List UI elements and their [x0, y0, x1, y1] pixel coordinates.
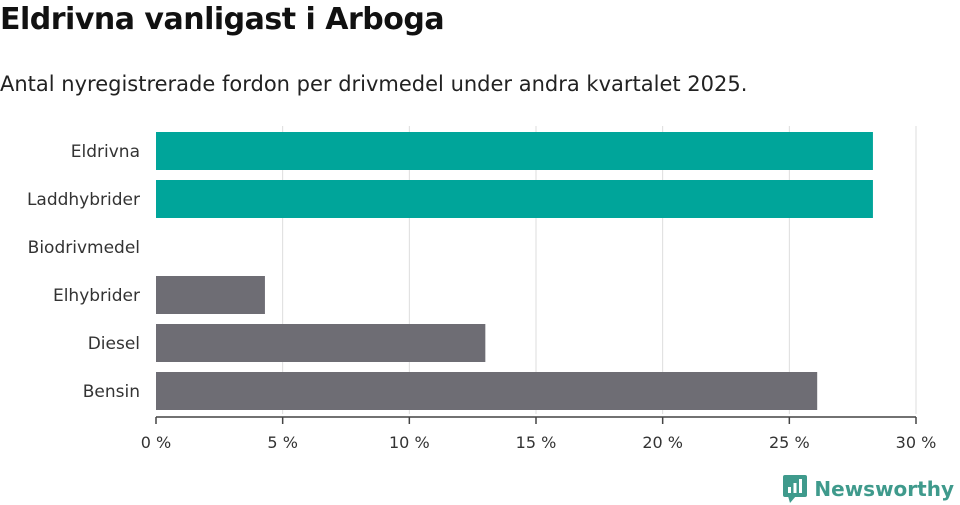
chart-subtitle: Antal nyregistrerade fordon per drivmede… [0, 72, 748, 96]
category-label: Bensin [83, 382, 140, 402]
bar-chart-speech-bubble-icon [783, 475, 808, 503]
category-label: Diesel [88, 334, 140, 354]
x-tick-label: 25 % [769, 433, 810, 452]
category-label: Laddhybrider [27, 190, 140, 210]
bar [156, 180, 873, 218]
x-tick-label: 20 % [642, 433, 683, 452]
bar [156, 276, 265, 314]
brand-name: Newsworthy [814, 477, 954, 501]
newsworthy-logo: Newsworthy [782, 474, 954, 504]
x-tick-label: 30 % [896, 433, 937, 452]
x-tick-label: 0 % [141, 433, 171, 452]
category-label: Biodrivmedel [28, 238, 140, 258]
bar [156, 132, 873, 170]
bar [156, 324, 486, 362]
chart-title: Eldrivna vanligast i Arboga [0, 2, 445, 37]
x-tick-label: 15 % [516, 433, 557, 452]
x-tick-label: 10 % [389, 433, 430, 452]
x-tick-label: 5 % [267, 433, 297, 452]
category-label: Eldrivna [71, 142, 140, 162]
bar [156, 372, 818, 410]
category-label: Elhybrider [53, 286, 140, 306]
